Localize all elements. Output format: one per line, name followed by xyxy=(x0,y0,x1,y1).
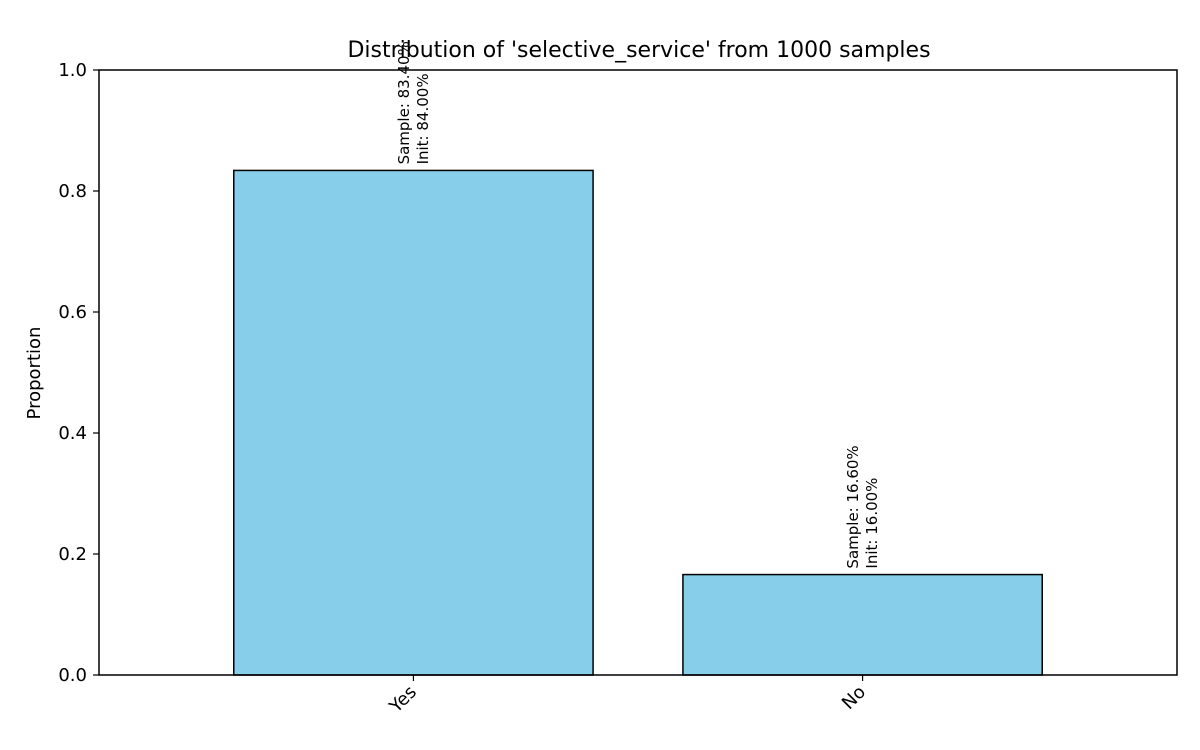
y-axis-label: Proportion xyxy=(24,327,45,420)
chart-title: Distribution of 'selective_service' from… xyxy=(347,38,930,63)
y-axis: 0.0 0.2 0.4 0.6 0.8 1.0 xyxy=(58,60,99,686)
x-axis: Yes No xyxy=(385,675,870,718)
y-tick-label: 0.8 xyxy=(58,181,87,202)
bars-group xyxy=(233,169,1044,676)
y-tick-label: 0.0 xyxy=(58,665,87,686)
x-tick-label: Yes xyxy=(385,682,421,718)
data-label-yes-sample: Sample: 83.40% xyxy=(395,41,413,164)
data-label-no-sample: Sample: 16.60% xyxy=(844,445,862,568)
y-tick-label: 0.6 xyxy=(58,302,87,323)
data-labels-group: Sample: 83.40% Init: 84.00% Sample: 16.60%… xyxy=(395,41,881,568)
data-label-no-init: Init: 16.00% xyxy=(863,478,881,569)
bar-no xyxy=(682,573,1044,676)
data-label-yes-init: Init: 84.00% xyxy=(414,73,432,164)
x-tick-label: No xyxy=(838,682,870,714)
y-tick-label: 0.2 xyxy=(58,544,87,565)
plot-frame xyxy=(98,69,1178,676)
y-tick-label: 1.0 xyxy=(58,60,87,81)
y-tick-label: 0.4 xyxy=(58,423,87,444)
bar-yes xyxy=(233,169,594,676)
